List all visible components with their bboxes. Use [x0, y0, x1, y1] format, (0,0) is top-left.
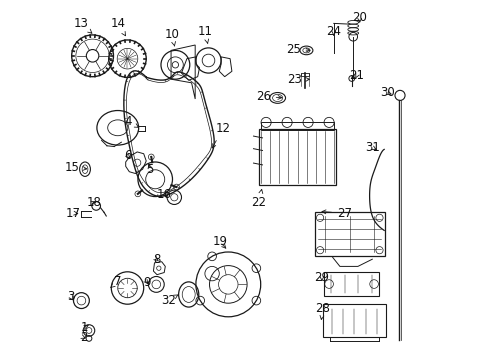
Text: 20: 20 — [351, 11, 366, 24]
Bar — [300, 73, 309, 76]
Text: 25: 25 — [285, 43, 309, 56]
Text: 27: 27 — [321, 207, 351, 220]
Bar — [323, 272, 379, 296]
Text: 13: 13 — [73, 17, 92, 33]
Text: 32: 32 — [161, 294, 178, 307]
Text: 17: 17 — [66, 207, 81, 220]
Text: 4: 4 — [124, 115, 138, 128]
Text: 28: 28 — [315, 302, 330, 319]
Text: 23: 23 — [287, 73, 309, 86]
Text: 29: 29 — [314, 271, 329, 284]
Text: 12: 12 — [212, 122, 230, 148]
Bar — [260, 122, 334, 130]
Bar — [314, 212, 384, 256]
Text: 24: 24 — [325, 25, 341, 38]
Text: 18: 18 — [86, 196, 101, 209]
Text: 9: 9 — [143, 276, 151, 289]
Text: 11: 11 — [197, 25, 212, 44]
Text: 3: 3 — [67, 291, 75, 303]
Text: 21: 21 — [348, 69, 364, 82]
Text: 7: 7 — [111, 275, 122, 288]
Text: 22: 22 — [251, 189, 266, 209]
Text: 6: 6 — [123, 149, 131, 162]
Bar — [322, 304, 385, 337]
Text: 31: 31 — [364, 141, 379, 154]
Text: 19: 19 — [212, 235, 227, 248]
Text: 1: 1 — [81, 321, 88, 334]
Text: 15: 15 — [64, 161, 86, 174]
Text: 8: 8 — [153, 253, 161, 266]
Text: 16: 16 — [157, 188, 172, 201]
Bar — [258, 129, 336, 185]
Text: 10: 10 — [164, 28, 179, 46]
Text: 14: 14 — [110, 17, 125, 36]
Text: 5: 5 — [146, 163, 154, 176]
Text: 26: 26 — [255, 90, 281, 103]
Text: 2: 2 — [81, 331, 88, 344]
Text: 30: 30 — [380, 86, 394, 99]
